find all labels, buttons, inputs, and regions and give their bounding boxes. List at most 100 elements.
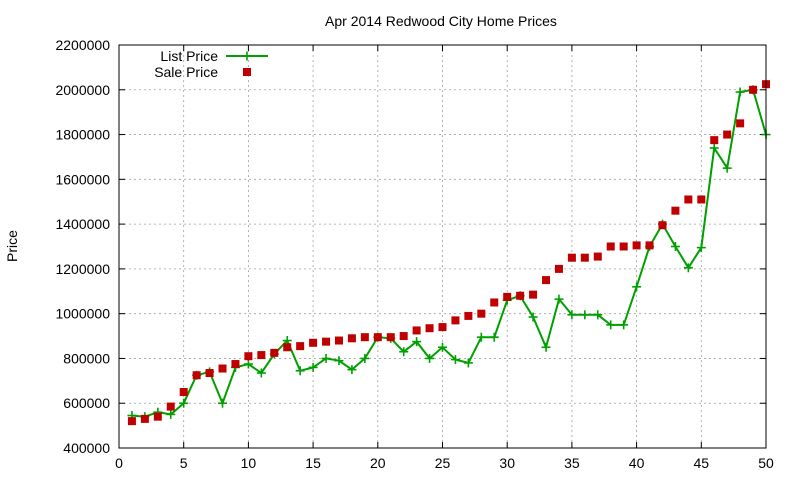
list-price-point	[722, 163, 732, 173]
legend-label: List Price	[160, 48, 218, 64]
sale-price-point	[205, 368, 214, 377]
list-price-point	[295, 366, 305, 376]
x-tick-label: 35	[564, 455, 580, 471]
plot-frame	[118, 44, 767, 449]
list-price-point	[218, 398, 228, 408]
sale-price-point	[477, 309, 486, 318]
legend-swatch-list-price	[226, 51, 268, 61]
sale-price-point	[296, 342, 305, 351]
sale-price-point	[606, 242, 615, 251]
y-tick-label: 800000	[63, 350, 110, 366]
x-tick-label: 30	[499, 455, 515, 471]
y-tick-label: 2200000	[55, 37, 110, 53]
sale-price-point	[671, 206, 680, 215]
sale-price-point	[373, 333, 382, 342]
y-tick-label: 1600000	[55, 171, 110, 187]
sale-price-point	[593, 252, 602, 261]
list-price-point	[580, 310, 590, 320]
list-price-point	[412, 337, 422, 347]
y-tick-label: 400000	[63, 440, 110, 456]
list-price-point	[321, 353, 331, 363]
list-price-point	[489, 332, 499, 342]
x-tick-label: 15	[305, 455, 321, 471]
x-tick-label: 50	[758, 455, 774, 471]
sale-price-point	[153, 412, 162, 421]
sale-price-point	[464, 311, 473, 320]
sale-price-point	[554, 264, 563, 273]
list-price-point	[554, 294, 564, 304]
sale-price-point	[490, 298, 499, 307]
list-price-point	[308, 362, 318, 372]
list-price-point	[735, 87, 745, 97]
legend-swatch-sale-price	[243, 68, 251, 76]
list-price-point	[528, 312, 538, 322]
sale-price-point	[451, 316, 460, 325]
chart-title: Apr 2014 Redwood City Home Prices	[325, 13, 557, 29]
list-price-point	[256, 368, 266, 378]
list-price-point	[438, 342, 447, 352]
sale-price-point	[710, 136, 719, 145]
sale-price-point	[580, 253, 589, 262]
y-tick-label: 1200000	[55, 261, 110, 277]
sale-price-point	[749, 85, 758, 94]
list-price-point	[243, 359, 253, 369]
list-price-point	[463, 358, 473, 368]
sale-price-point	[218, 364, 227, 373]
sale-price-point	[270, 348, 279, 357]
x-tick-label: 0	[115, 455, 123, 471]
x-tick-label: 45	[694, 455, 710, 471]
sale-price-point	[399, 332, 408, 341]
sale-price-point	[192, 371, 201, 380]
list-price-point	[425, 353, 435, 363]
y-tick-label: 2000000	[55, 82, 110, 98]
list-price-point	[476, 332, 486, 342]
sale-price-point	[503, 292, 512, 301]
list-price-point	[606, 320, 616, 330]
sale-price-point	[166, 402, 175, 411]
list-price-point	[683, 263, 693, 273]
x-tick-label: 25	[435, 455, 451, 471]
sale-price-point	[140, 414, 149, 423]
list-price-point	[619, 320, 629, 330]
sale-price-point	[619, 242, 628, 251]
list-price-point	[166, 409, 176, 419]
sale-price-point	[425, 324, 434, 333]
y-tick-label: 1400000	[55, 216, 110, 232]
sale-price-point	[412, 326, 421, 335]
sale-price-point	[645, 241, 654, 250]
sale-price-point	[244, 352, 253, 361]
sale-price-point	[529, 290, 538, 299]
sale-price-point	[516, 291, 525, 300]
list-price-point	[399, 347, 409, 357]
list-price-point	[593, 310, 603, 320]
sale-price-point	[386, 333, 395, 342]
list-price-point	[670, 242, 680, 251]
list-price-point	[450, 355, 460, 365]
sale-price-point	[723, 130, 732, 139]
sale-price-point	[347, 334, 356, 343]
sale-price-point	[179, 388, 188, 397]
sale-price-point	[684, 195, 693, 204]
sale-price-point	[283, 343, 292, 352]
legend-label: Sale Price	[154, 64, 218, 80]
x-tick-label: 40	[629, 455, 645, 471]
sale-price-point	[309, 338, 318, 347]
list-price-point	[696, 243, 706, 253]
sale-price-point	[542, 276, 551, 285]
sale-price-point	[567, 253, 576, 262]
x-tick-label: 5	[180, 455, 188, 471]
sale-price-point	[231, 360, 240, 369]
axis-ticks: 0 5 10 15 20 25 30 35 40 45 50 400000 600000 800000 10…	[55, 37, 774, 471]
list-price-point	[360, 353, 370, 363]
sale-price-point	[322, 337, 331, 346]
y-tick-label: 1800000	[55, 127, 110, 143]
x-tick-label: 20	[370, 455, 386, 471]
sale-price-point	[360, 333, 369, 342]
list-price-point	[179, 398, 189, 408]
sale-price-point	[334, 336, 343, 345]
sale-price-point	[127, 417, 136, 426]
y-tick-label: 1000000	[55, 306, 110, 322]
sale-price-point	[697, 195, 706, 204]
